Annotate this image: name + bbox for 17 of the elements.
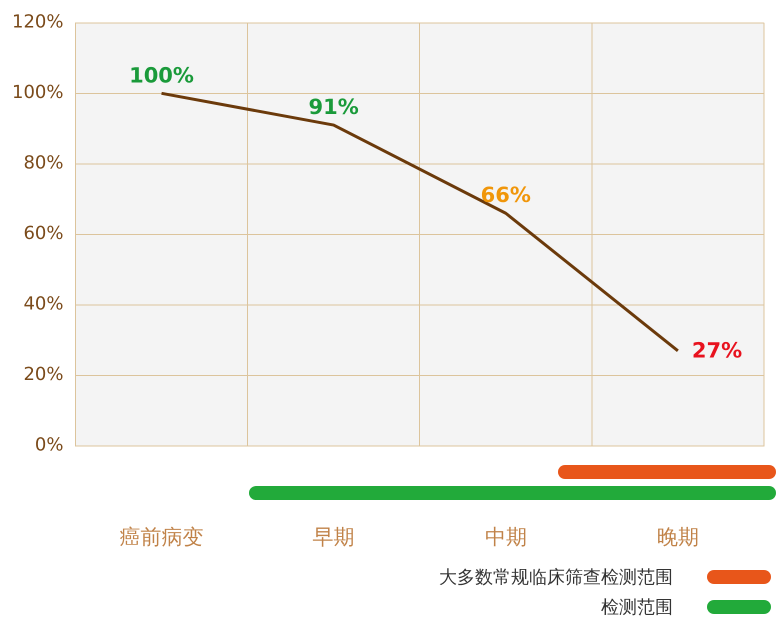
x-tick-label: 癌前病变 <box>120 525 204 550</box>
x-tick-label: 早期 <box>312 525 355 550</box>
y-tick-label: 0% <box>34 434 64 456</box>
y-tick-label: 120% <box>12 11 64 32</box>
y-tick-label: 20% <box>23 364 64 386</box>
data-label: 100% <box>129 63 194 88</box>
data-label: 91% <box>308 95 359 120</box>
text: 大多数常规临床筛查检测范围 <box>439 566 673 589</box>
y-tick-label: 40% <box>23 294 64 315</box>
y-tick-label: 60% <box>23 223 64 244</box>
y-tick-label: 100% <box>12 82 64 104</box>
x-tick-label: 中期 <box>484 525 527 550</box>
x-tick-label: 晚期 <box>656 525 699 550</box>
data-label: 27% <box>692 338 742 363</box>
y-tick-label: 80% <box>23 152 64 174</box>
data-label: 66% <box>480 183 531 208</box>
text: 检测范围 <box>601 596 673 619</box>
